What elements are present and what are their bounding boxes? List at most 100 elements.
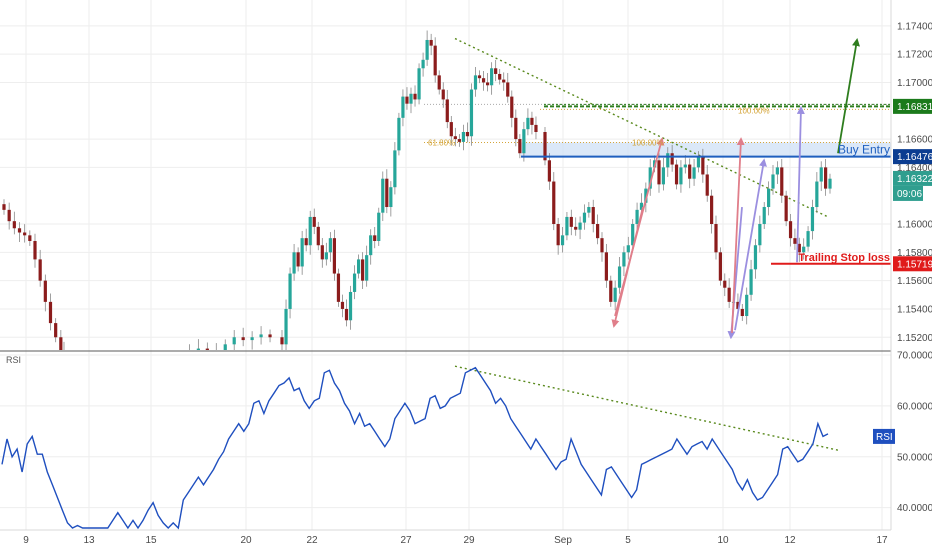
candle-down	[498, 73, 502, 80]
candle-up	[745, 294, 749, 317]
candle-down	[543, 131, 547, 161]
candle-up	[696, 156, 701, 168]
candle-up	[582, 212, 587, 223]
grid	[0, 0, 891, 530]
candle-up	[356, 259, 361, 274]
time-tick-label: 5	[625, 535, 631, 546]
price-tag-text: 1.16831	[897, 102, 932, 113]
candle-up	[666, 153, 670, 168]
candle-down	[465, 131, 470, 137]
candle-down	[304, 238, 308, 246]
candle-down	[59, 337, 63, 350]
candle-up	[635, 209, 639, 225]
time-tick-label: 10	[717, 535, 729, 546]
candle-up	[661, 167, 665, 185]
candle-down	[385, 178, 389, 208]
time-tick-label: 17	[876, 535, 888, 546]
candle-down	[788, 221, 793, 239]
candle-down	[556, 224, 560, 246]
candle-up	[328, 238, 332, 253]
fib-618-label: 61.80%	[428, 138, 455, 147]
time-tick-label: 15	[145, 535, 157, 546]
candle-up	[775, 167, 779, 175]
price-tick-label: 1.17400	[897, 21, 932, 32]
candle-down	[373, 235, 377, 241]
candle-down	[361, 259, 365, 281]
candle-down	[727, 287, 731, 302]
candle-down	[502, 79, 506, 83]
candle-down	[43, 280, 47, 302]
candle-down	[316, 226, 320, 246]
price-pane: Buy Entry Trailing Stop loss 61.80% 100.…	[2, 30, 891, 350]
candle-down	[518, 139, 522, 154]
time-tick-label: Sep	[554, 535, 572, 546]
candle-down	[574, 226, 578, 230]
rsi-series-line	[1, 366, 829, 530]
candle-down	[7, 209, 11, 222]
candle-up	[767, 188, 771, 208]
candle-up	[348, 291, 353, 321]
candle-down	[793, 238, 797, 244]
candle-down	[449, 122, 453, 137]
candle-up	[815, 181, 819, 208]
candle-down	[600, 238, 604, 253]
candle-down	[670, 153, 674, 165]
candle-up	[308, 216, 312, 246]
candle-down	[405, 96, 409, 104]
candle-up	[565, 216, 569, 236]
candle-down	[445, 99, 449, 123]
trailing-stop-label: Trailing Stop loss	[798, 252, 890, 264]
candle-up	[425, 39, 429, 60]
candle-down	[28, 235, 32, 241]
price-tag: 1.16322	[893, 170, 932, 186]
time-axis: 9 13 15 20 22 27 29 Sep 5 10 12 17	[23, 535, 888, 546]
candle-down	[205, 348, 209, 350]
candle-up	[381, 178, 385, 213]
candle-down	[718, 252, 722, 281]
price-tag-text: 1.16322	[897, 174, 932, 185]
candles	[2, 30, 832, 350]
candle-up	[802, 246, 806, 253]
candle-down	[280, 337, 284, 345]
candle-up	[631, 224, 635, 246]
candle-up	[473, 75, 478, 90]
candle-up	[401, 96, 405, 118]
candle-down	[701, 156, 705, 175]
candle-up	[461, 131, 466, 142]
candle-up	[284, 308, 288, 345]
annotations: Buy Entry Trailing Stop loss 61.80% 100.…	[428, 106, 890, 263]
price-tag-box	[893, 170, 932, 186]
candle-up	[622, 252, 626, 267]
candle-up	[417, 68, 421, 100]
candle-down	[506, 82, 510, 97]
candle-down	[714, 224, 718, 253]
candle-down	[332, 238, 337, 274]
price-tick-label: 1.16400	[897, 163, 932, 174]
pink-arrow-up-2	[731, 137, 745, 334]
time-tick-label: 22	[306, 535, 318, 546]
candle-down	[705, 174, 709, 196]
candle-down	[12, 221, 16, 229]
candle-up	[300, 238, 304, 267]
price-tag: 1.16476	[893, 149, 932, 165]
candle-down	[736, 301, 740, 309]
candle-down	[596, 224, 600, 239]
rsi-tick-label: 60.0000	[897, 401, 932, 412]
candle-up	[758, 224, 762, 246]
candle-up	[692, 167, 696, 179]
candle-up	[679, 167, 683, 185]
candle-up	[749, 269, 753, 295]
level-lines	[521, 103, 891, 265]
candle-up	[292, 252, 296, 274]
price-tag-box	[893, 149, 932, 165]
candle-up	[409, 93, 413, 104]
candle-down	[33, 240, 37, 260]
candle-down	[530, 117, 534, 125]
candle-up	[397, 117, 401, 151]
candle-down	[723, 280, 727, 288]
candle-up	[352, 273, 357, 292]
time-tick-label: 20	[240, 535, 252, 546]
candle-down	[54, 323, 58, 338]
candle-up	[810, 207, 815, 232]
